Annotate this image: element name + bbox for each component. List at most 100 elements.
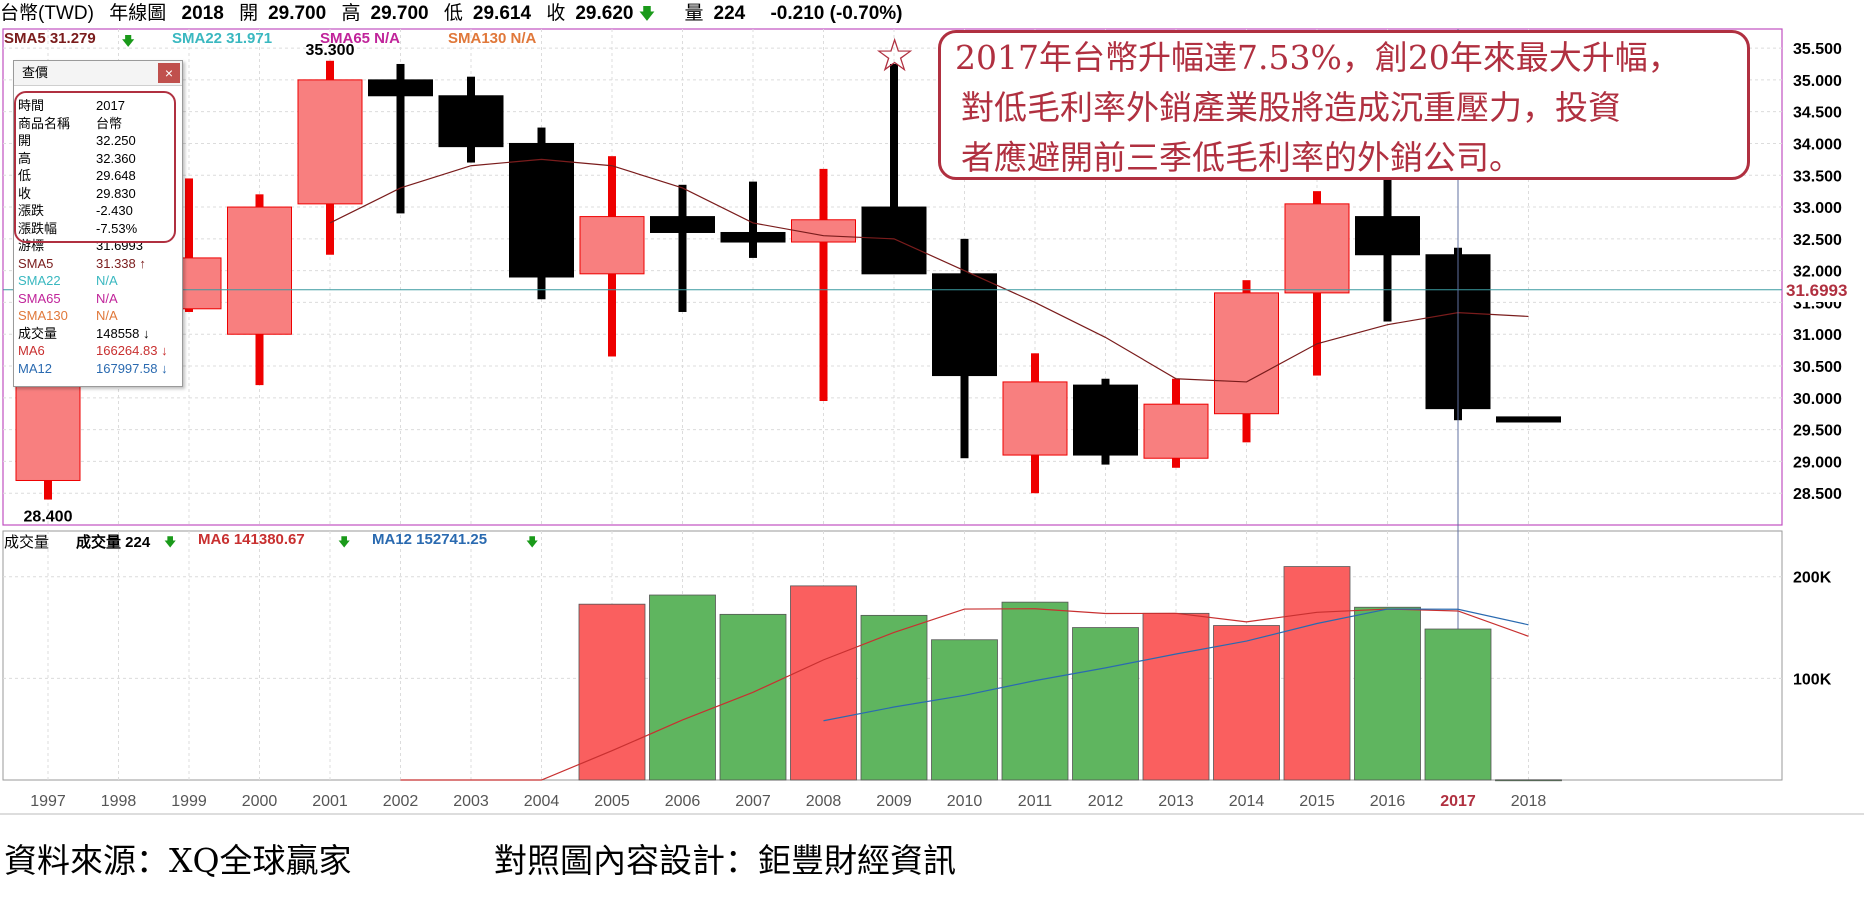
x-axis-label: 2000 bbox=[242, 793, 278, 810]
x-axis-label: 2001 bbox=[312, 793, 348, 810]
candle-wick bbox=[749, 181, 757, 258]
quote-panel[interactable]: 查價 × 時間 2017 商品名稱 台幣開 32.250 高 32.360 低 29.648 收 2… bbox=[13, 60, 183, 387]
quote-panel-row: 漲跌 -2.430 bbox=[16, 202, 180, 220]
footer-source: 資料來源：XQ全球贏家 bbox=[4, 841, 352, 880]
quote-panel-key: 成交量 bbox=[18, 325, 58, 341]
sma5-legend: SMA5 31.279 bbox=[4, 30, 96, 47]
annotation-line-1: 2017年台幣升幅達7.53%，創20年來最大升幅， bbox=[955, 38, 1681, 77]
candle-body bbox=[368, 79, 433, 97]
volume-legend-value: 成交量 224 bbox=[76, 534, 151, 551]
price-tick-label: 32.000 bbox=[1793, 264, 1842, 281]
quote-panel-value: 167997.58 ↓ bbox=[96, 360, 168, 376]
quote-panel-row: 漲跌幅 -7.53% bbox=[16, 220, 180, 238]
candle-body bbox=[1002, 381, 1068, 456]
x-axis-label: 1997 bbox=[30, 793, 66, 810]
x-axis-label: 2006 bbox=[665, 793, 701, 810]
price-tick-label: 34.500 bbox=[1793, 105, 1842, 122]
quote-panel-value: 148558 ↓ bbox=[96, 325, 150, 341]
quote-panel-value: 166264.83 ↓ bbox=[96, 343, 168, 358]
price-tick-label: 35.500 bbox=[1793, 41, 1842, 58]
x-axis-label: 2005 bbox=[594, 793, 630, 810]
sma65-legend: SMA65 N/A bbox=[320, 30, 401, 47]
quote-panel-title: 查價 bbox=[14, 61, 182, 86]
sma22-legend: SMA22 31.971 bbox=[172, 30, 273, 47]
candle-body bbox=[1284, 203, 1350, 294]
x-axis-label: 2009 bbox=[876, 793, 912, 810]
quote-panel-value: N/A bbox=[96, 290, 118, 306]
ma6-down-arrow-icon: 🡇 bbox=[338, 535, 351, 549]
quote-panel-key: 低 bbox=[18, 168, 32, 183]
candle-body bbox=[297, 79, 363, 205]
candle-body bbox=[720, 231, 786, 243]
low-label: 低 bbox=[443, 3, 463, 24]
volume-tick-label: 100K bbox=[1793, 671, 1832, 688]
volume-bar bbox=[1142, 612, 1210, 781]
volume-bar bbox=[790, 585, 857, 781]
candle-body bbox=[1355, 216, 1420, 256]
quote-panel-key: 開 bbox=[18, 133, 32, 148]
price-tick-label: 35.000 bbox=[1793, 73, 1842, 90]
price-tick-label: 28.500 bbox=[1793, 486, 1842, 503]
quote-panel-value: 台幣 bbox=[96, 115, 123, 131]
candle-body bbox=[650, 216, 715, 233]
volume-value: 224 bbox=[713, 3, 746, 24]
price-tick-label: 29.000 bbox=[1793, 454, 1842, 471]
annotation-line-3: 者應避開前三季低毛利率的外銷公司。 bbox=[961, 138, 1522, 177]
quote-panel-key: 高 bbox=[18, 150, 32, 166]
x-axis-label: 2017 bbox=[1440, 793, 1476, 810]
quote-panel-row: 開 32.250 bbox=[16, 132, 180, 150]
candle-wick bbox=[185, 178, 193, 312]
candle-body bbox=[1073, 384, 1138, 456]
annotation-line-2: 對低毛利率外銷產業股將造成沉重壓力，投資 bbox=[961, 88, 1621, 127]
footer-design: 對照圖內容設計：鉅豐財經資訊 bbox=[494, 841, 956, 880]
symbol-label: 台幣(TWD) bbox=[0, 3, 94, 24]
volume-bar bbox=[1072, 627, 1139, 781]
quote-panel-row: SMA5 31.338 ↑ bbox=[16, 255, 180, 273]
quote-panel-row: 低 29.648 bbox=[16, 167, 180, 185]
price-tick-label: 30.000 bbox=[1793, 391, 1842, 408]
quote-panel-key: SMA22 bbox=[18, 273, 61, 288]
x-axis-label: 2002 bbox=[383, 793, 419, 810]
candle-body bbox=[1496, 416, 1561, 423]
close-label: 收 bbox=[546, 3, 566, 24]
open-label: 開 bbox=[239, 3, 259, 24]
volume-bar bbox=[1495, 779, 1562, 782]
price-tick-label: 33.500 bbox=[1793, 168, 1842, 185]
quote-panel-value: 29.830 bbox=[96, 185, 136, 201]
price-tick-label: 29.500 bbox=[1793, 423, 1842, 440]
close-icon[interactable]: × bbox=[158, 63, 180, 83]
volume-title: 成交量 bbox=[4, 534, 50, 551]
candle-wick bbox=[890, 63, 898, 274]
ma12-line bbox=[823, 608, 1529, 722]
quote-panel-row: SMA130 N/A bbox=[16, 307, 180, 325]
quote-panel-row: SMA22 N/A bbox=[16, 272, 180, 290]
candle-wick bbox=[396, 63, 405, 214]
quote-panel-key: SMA5 bbox=[18, 255, 54, 271]
x-axis-label: 2010 bbox=[947, 793, 983, 810]
quote-panel-key: 漲跌 bbox=[18, 203, 45, 218]
extreme-price-label: 35.300 bbox=[306, 42, 355, 59]
candle-body bbox=[861, 206, 927, 275]
quote-panel-value: -7.53% bbox=[96, 220, 138, 236]
low-value: 29.614 bbox=[472, 3, 532, 24]
volume-bar bbox=[1283, 566, 1351, 781]
x-axis-label: 2012 bbox=[1088, 793, 1124, 810]
x-axis-label: 2003 bbox=[453, 793, 489, 810]
candle-body bbox=[932, 273, 997, 377]
x-axis-label: 2008 bbox=[806, 793, 842, 810]
quote-panel-key: MA12 bbox=[18, 360, 52, 376]
quote-panel-row: MA12 167997.58 ↓ bbox=[16, 360, 180, 378]
quote-panel-value: N/A bbox=[96, 308, 118, 323]
quote-panel-row: 收 29.830 bbox=[16, 185, 180, 203]
bar-year: 2018 bbox=[181, 3, 224, 24]
volume-down-arrow-icon: 🡇 bbox=[164, 535, 177, 549]
quote-panel-value: 31.6993 bbox=[96, 238, 143, 253]
sma5-line bbox=[329, 158, 1529, 383]
candle-body bbox=[791, 219, 856, 243]
candle-wick bbox=[819, 168, 828, 401]
change-value: -0.210 (-0.70%) bbox=[770, 3, 903, 24]
volume-bar bbox=[931, 639, 998, 781]
volume-bar bbox=[1213, 625, 1280, 781]
price-tick-label: 31.000 bbox=[1793, 327, 1842, 344]
